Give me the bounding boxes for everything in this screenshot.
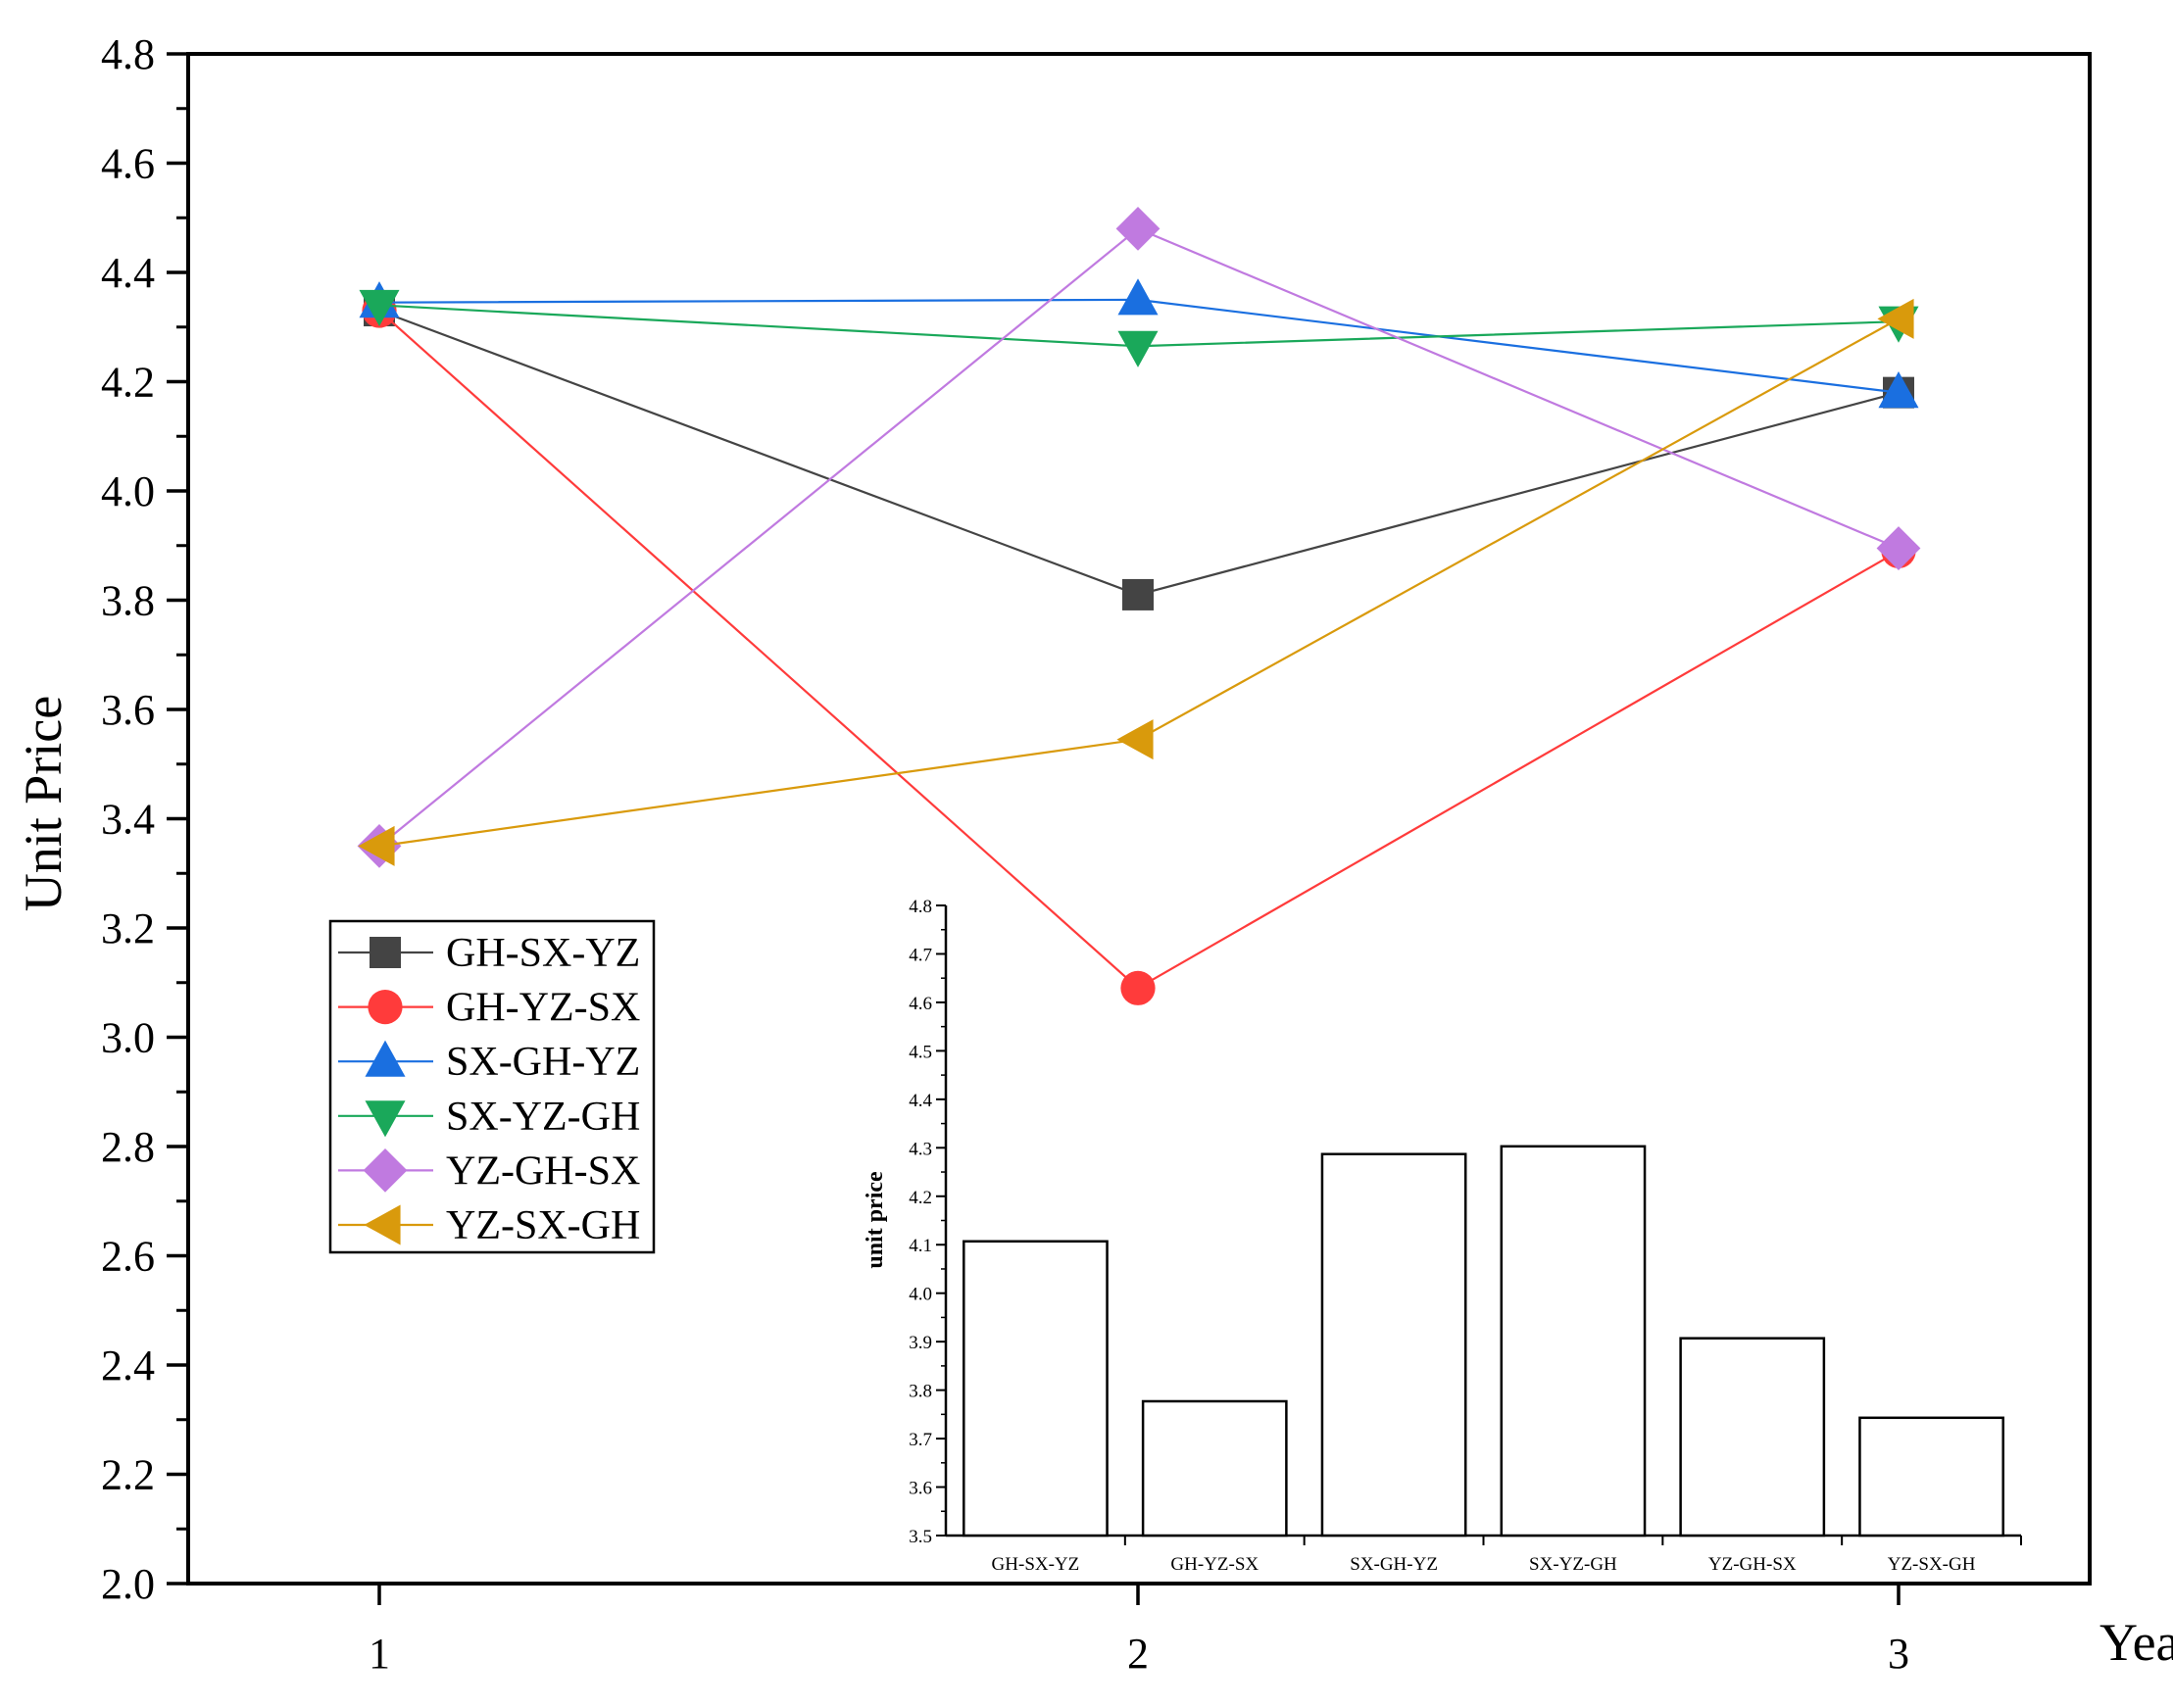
inset-y-tick-label: 3.8 (909, 1382, 932, 1402)
legend-label: SX-GH-YZ (446, 1040, 640, 1085)
inset-bar (963, 1240, 1109, 1537)
data-point (1876, 526, 1921, 570)
legend-label: YZ-SX-GH (446, 1203, 640, 1248)
inset-y-tick-label: 4.3 (909, 1139, 932, 1159)
data-point (1122, 578, 1154, 610)
data-point (1116, 719, 1154, 760)
inset-x-tick-label: YZ-GH-SX (1708, 1554, 1797, 1575)
y-tick-label: 3.2 (101, 904, 155, 952)
legend-label: GH-SX-YZ (446, 931, 640, 976)
inset-y-tick-label: 4.2 (909, 1188, 932, 1208)
inset-x-tick-label: YZ-SX-GH (1888, 1554, 1976, 1575)
legend-entry: YZ-GH-SX (338, 1148, 640, 1194)
inset-y-tick-label: 4.7 (909, 945, 932, 965)
legend-label: GH-YZ-SX (446, 986, 640, 1031)
x-tick-label: 3 (1888, 1630, 1909, 1678)
data-point (1115, 207, 1161, 251)
legend-marker (368, 990, 403, 1025)
inset-bar (1141, 1399, 1288, 1537)
data-point (358, 825, 395, 866)
inset-y-tick-label: 3.7 (909, 1430, 932, 1450)
inset-bar (1858, 1416, 2004, 1537)
x-tick-label: 2 (1127, 1630, 1149, 1678)
inset-y-tick-label: 4.6 (909, 994, 932, 1014)
data-point (359, 289, 400, 327)
inset-y-tick-label: 4.4 (909, 1091, 932, 1111)
data-point (1877, 298, 1914, 339)
inset-bar (1500, 1145, 1647, 1537)
legend-label: SX-YZ-GH (446, 1095, 640, 1140)
data-point (1878, 371, 1919, 409)
inset-bar (1679, 1337, 1826, 1537)
y-tick-label: 4.0 (101, 467, 155, 515)
legend: GH-SX-YZ GH-YZ-SX SX-GH-YZ SX-YZ-GH YZ-GH-SX… (328, 919, 656, 1254)
data-point (1120, 970, 1156, 1005)
inset-y-tick-label: 3.5 (909, 1527, 932, 1547)
series-yz-gh-sx (357, 207, 1921, 868)
inset-x-tick-label: GH-SX-YZ (992, 1554, 1080, 1575)
legend-label: YZ-GH-SX (446, 1148, 640, 1194)
series-yz-sx-gh (358, 298, 1914, 866)
inset-y-tick-label: 4.5 (909, 1042, 932, 1062)
legend-marker (363, 1148, 408, 1193)
y-axis-title: Unit Price (14, 696, 73, 911)
y-tick-label: 3.8 (101, 577, 155, 625)
inset-y-tick-label: 4.1 (909, 1236, 932, 1256)
legend-entry: SX-YZ-GH (338, 1095, 640, 1140)
legend-marker (364, 1204, 401, 1245)
inset-x-tick-label: SX-GH-YZ (1350, 1554, 1438, 1575)
legend-box (328, 919, 656, 1254)
inset-x-tick-label: SX-YZ-GH (1529, 1554, 1617, 1575)
data-point (1117, 278, 1159, 316)
y-tick-label: 4.6 (101, 140, 155, 188)
y-tick-label: 3.0 (101, 1014, 155, 1062)
inset-bar-chart: 3.5 3.6 3.7 3.8 3.9 4.0 4.1 4.2 4.3 4.4 4.5 4.6 4.7 4… (863, 897, 2022, 1575)
inset-y-tick-label: 3.6 (909, 1479, 932, 1499)
legend-entry: YZ-SX-GH (338, 1203, 640, 1248)
inset-y-tick-label: 4.0 (909, 1285, 932, 1305)
legend-marker (370, 937, 401, 968)
legend-entry: GH-SX-YZ (338, 931, 640, 976)
y-tick-label: 3.4 (101, 796, 155, 844)
y-tick-label: 4.2 (101, 359, 155, 407)
main-series-layer (357, 207, 1921, 1005)
legend-marker (365, 1040, 406, 1077)
inset-y-tick-label: 3.9 (909, 1333, 932, 1353)
x-tick-label: 1 (369, 1630, 390, 1678)
x-axis-title: Year (2099, 1613, 2173, 1672)
y-tick-label: 4.8 (101, 30, 155, 78)
inset-bar (1320, 1152, 1467, 1537)
legend-entry: SX-GH-YZ (338, 1040, 640, 1085)
main-plot: 2.0 2.2 2.4 2.6 2.8 3.0 3.2 3.4 3.6 3.8 4.0 4.2 4.4 4… (14, 30, 2173, 1678)
y-tick-label: 2.4 (101, 1342, 155, 1390)
legend-entry: GH-YZ-SX (338, 986, 640, 1031)
y-tick-label: 4.4 (101, 249, 155, 297)
y-tick-label: 2.0 (101, 1560, 155, 1608)
y-tick-label: 2.8 (101, 1123, 155, 1171)
inset-y-tick-label: 4.8 (909, 897, 932, 917)
inset-x-tick-label: GH-YZ-SX (1170, 1554, 1259, 1575)
y-tick-label: 2.2 (101, 1451, 155, 1499)
inset-y-axis-title: unit price (863, 1171, 888, 1269)
data-point (1117, 330, 1159, 367)
y-tick-label: 2.6 (101, 1233, 155, 1281)
y-tick-label: 3.6 (101, 686, 155, 734)
legend-marker (365, 1100, 406, 1138)
